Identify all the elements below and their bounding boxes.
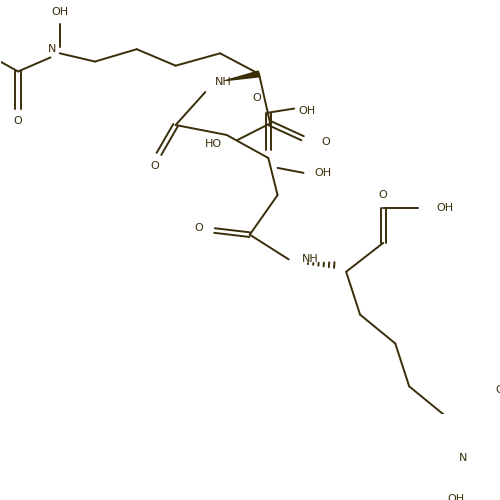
Text: O: O [253, 93, 262, 103]
Text: NH: NH [302, 254, 318, 264]
Text: HO: HO [205, 139, 222, 149]
Text: O: O [321, 136, 330, 146]
Text: O: O [496, 386, 500, 396]
Text: NH: NH [214, 77, 232, 87]
Text: O: O [194, 223, 203, 233]
Text: OH: OH [447, 494, 464, 500]
Text: O: O [14, 116, 22, 126]
Polygon shape [226, 71, 260, 81]
Text: OH: OH [298, 106, 315, 116]
Text: O: O [151, 161, 160, 171]
Text: OH: OH [436, 204, 453, 214]
Text: OH: OH [314, 168, 332, 178]
Text: O: O [379, 190, 388, 200]
Text: N: N [458, 453, 467, 463]
Text: N: N [48, 44, 56, 54]
Text: OH: OH [51, 7, 68, 17]
